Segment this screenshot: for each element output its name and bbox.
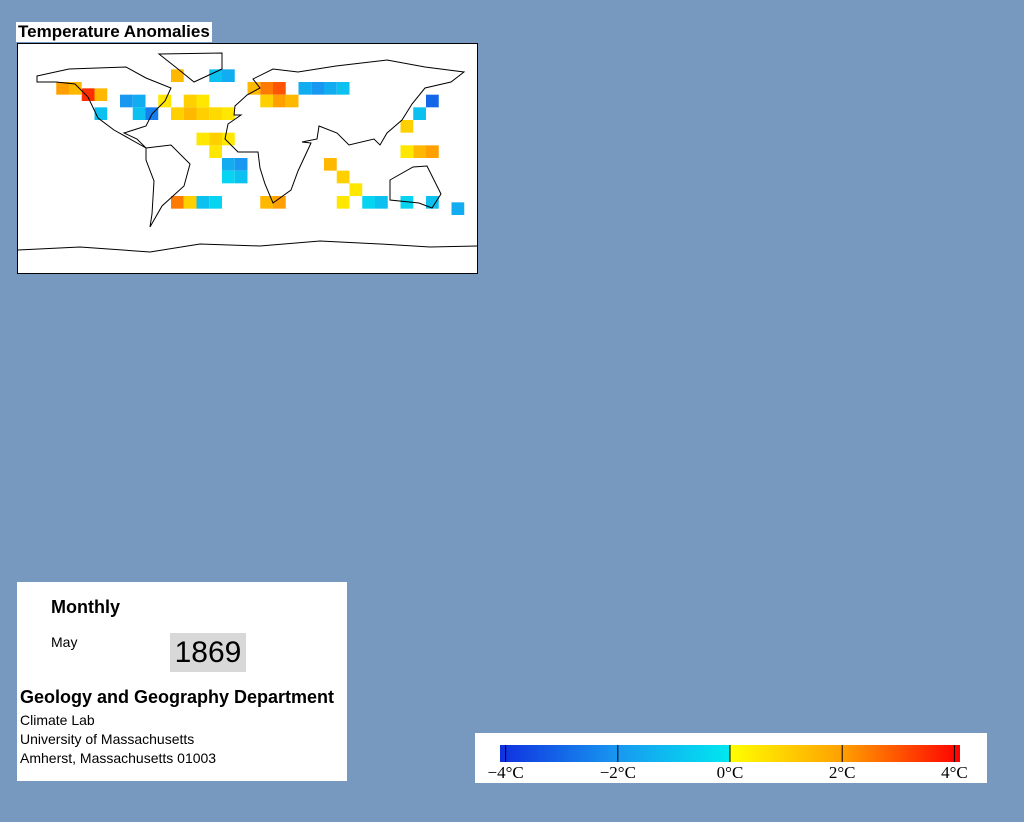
south-america — [145, 144, 191, 228]
colorbar-tick-label: 2°C — [829, 763, 856, 782]
anomaly-cell — [69, 82, 82, 95]
anomaly-cell — [400, 145, 414, 158]
anomaly-cell — [183, 107, 197, 120]
anomaly-cell — [209, 145, 222, 158]
anomaly-cell — [362, 196, 375, 209]
anomaly-cell — [273, 94, 286, 108]
lab: Climate Lab — [20, 712, 95, 728]
anomaly-cell — [273, 82, 286, 95]
colorbar-ticks: −4°C −2°C 0°C 2°C 4°C — [487, 745, 968, 782]
anomaly-cell — [209, 107, 222, 120]
anomaly-cell — [171, 69, 184, 82]
anomaly-cell — [222, 158, 235, 171]
anomaly-cell — [81, 88, 95, 101]
period-type: Monthly — [51, 597, 120, 617]
anomaly-cell — [451, 202, 465, 215]
address: Amherst, Massachusetts 01003 — [20, 750, 217, 766]
anomaly-cell — [413, 145, 426, 158]
anomaly-cell — [247, 82, 261, 95]
antarctica — [17, 240, 478, 253]
anomaly-cell — [209, 196, 222, 209]
anomaly-cell — [260, 196, 273, 209]
anomaly-cell — [260, 82, 273, 95]
anomaly-cell — [349, 183, 363, 196]
anomaly-cell — [375, 196, 388, 209]
anomaly-cell — [171, 196, 184, 209]
coastlines — [17, 52, 478, 253]
anomaly-cell — [132, 94, 146, 108]
department: Geology and Geography Department — [20, 687, 335, 707]
anomaly-cells — [56, 69, 465, 215]
anomaly-cell — [273, 196, 286, 209]
anomaly-cell — [234, 158, 248, 171]
anomaly-cell — [234, 170, 248, 184]
anomaly-cell — [400, 120, 414, 133]
anomaly-cell — [183, 196, 197, 209]
anomaly-cell — [285, 94, 299, 108]
map-title: Temperature Anomalies — [16, 22, 212, 42]
anomaly-cell — [426, 145, 439, 158]
anomaly-cell — [196, 94, 210, 108]
australia — [389, 165, 442, 209]
anomaly-cell — [222, 170, 235, 184]
anomaly-cell — [426, 94, 439, 108]
university: University of Massachusetts — [20, 731, 195, 747]
anomaly-cell — [336, 196, 350, 209]
anomaly-cell — [132, 107, 146, 120]
anomaly-cell — [196, 132, 210, 146]
month: May — [51, 634, 78, 650]
anomaly-cell — [183, 94, 197, 108]
anomaly-cell — [298, 82, 312, 95]
anomaly-cell — [336, 82, 350, 95]
anomaly-cell — [196, 196, 210, 209]
colorbar-tick-label: −2°C — [600, 763, 636, 782]
anomaly-cell — [400, 196, 414, 209]
info-panel: Monthly May 1869 Geology and Geography D… — [17, 582, 347, 781]
anomaly-cell — [311, 82, 324, 95]
colorbar-tick-label: 4°C — [941, 763, 968, 782]
anomaly-cell — [196, 107, 210, 120]
anomaly-cell — [324, 82, 337, 95]
colorbar-tick-label: −4°C — [487, 763, 523, 782]
anomaly-cell — [222, 107, 235, 120]
colorbar-tick-label: 0°C — [717, 763, 744, 782]
anomaly-cell — [336, 170, 350, 184]
north-america — [36, 66, 172, 149]
colorbar-panel: −4°C −2°C 0°C 2°C 4°C — [475, 733, 987, 783]
anomaly-cell — [120, 94, 133, 108]
eurasia-africa — [224, 59, 466, 204]
anomaly-cell — [426, 196, 439, 209]
anomaly-cell — [94, 88, 108, 101]
year: 1869 — [170, 633, 246, 672]
greenland — [157, 52, 223, 83]
anomaly-cell — [209, 69, 222, 82]
map — [17, 43, 478, 274]
anomaly-cell — [260, 94, 273, 108]
anomaly-cell — [209, 132, 222, 146]
anomaly-cell — [413, 107, 426, 120]
anomaly-cell — [56, 82, 69, 95]
anomaly-cell — [324, 158, 337, 171]
anomaly-cell — [171, 107, 184, 120]
anomaly-cell — [222, 132, 235, 146]
anomaly-cell — [222, 69, 235, 82]
